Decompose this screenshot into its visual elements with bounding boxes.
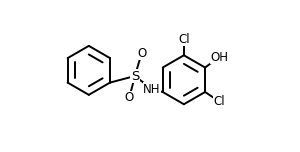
Text: O: O — [137, 47, 146, 60]
Text: OH: OH — [210, 51, 228, 64]
Text: Cl: Cl — [213, 95, 225, 108]
Text: S: S — [131, 69, 139, 83]
Text: Cl: Cl — [178, 33, 190, 46]
Text: NH: NH — [143, 83, 160, 96]
Text: O: O — [125, 91, 134, 104]
